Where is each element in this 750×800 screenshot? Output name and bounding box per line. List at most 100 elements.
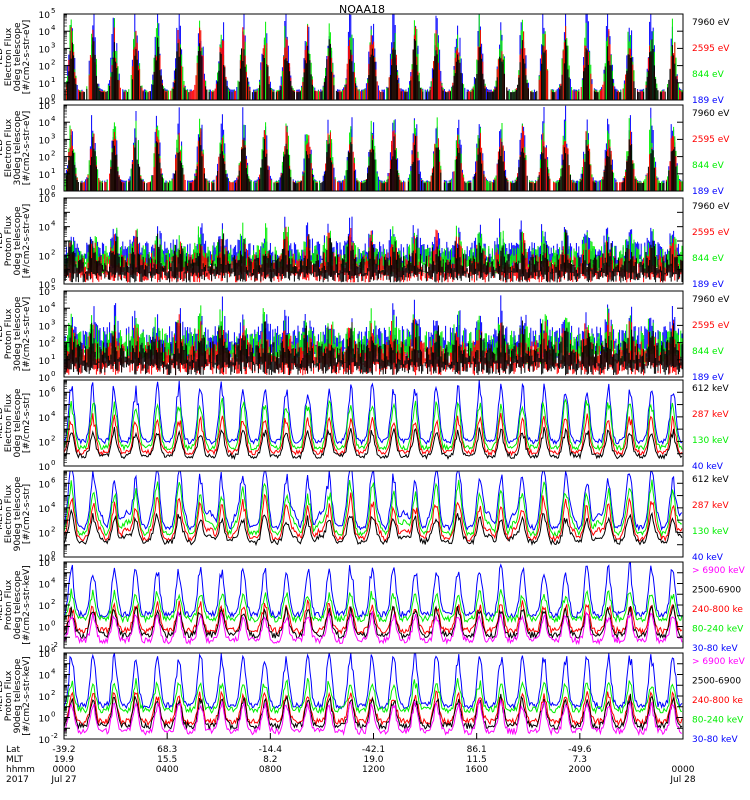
y-tick-exponent: -2: [51, 641, 58, 649]
y-tick-exponent: 2: [51, 598, 55, 606]
y-tick-exponent: 6: [51, 476, 56, 484]
y-tick-label: 10: [39, 505, 51, 515]
x-tick-label: -42.1: [362, 745, 385, 755]
y-tick-label: 10: [39, 559, 51, 569]
y-axis-label: MEPEDProton Flux90deg telescope[#/cm2-s-…: [0, 656, 32, 735]
x-tick-label: 0800: [259, 765, 282, 775]
y-tick-label: 10: [39, 154, 51, 164]
legend-entry: 2595 eV: [692, 44, 730, 54]
x-tick-label: 86.1: [467, 745, 487, 755]
x-tick-label: 15.5: [157, 755, 177, 765]
legend-entry: 844 eV: [692, 70, 725, 80]
y-tick-label: 10: [39, 414, 51, 424]
legend-entry: 189 eV: [692, 373, 725, 383]
y-tick-label: 10: [39, 463, 51, 473]
y-tick-exponent: 4: [51, 24, 56, 32]
y-tick-label: 10: [39, 119, 51, 129]
y-axis-label: TEDProton Flux0deg telescope[#/cm2-s-str…: [0, 204, 32, 279]
legend-entry: 80-240 keV: [692, 716, 744, 726]
x-tick-label: 11.5: [467, 755, 487, 765]
panel-8-data: [64, 653, 683, 737]
legend-entry: 2595 eV: [692, 135, 730, 145]
x-row-label: MLT: [6, 755, 24, 765]
x-tick-label: 0000: [53, 765, 76, 775]
y-tick-label: 10: [39, 28, 51, 38]
y-tick-exponent: 3: [51, 41, 55, 49]
y-tick-exponent: 6: [51, 191, 56, 199]
y-tick-label: 10: [39, 97, 51, 107]
legend-entry: 7960 eV: [692, 295, 730, 305]
legend-entry: 130 keV: [692, 527, 729, 537]
y-tick-label: 10: [39, 11, 51, 21]
y-axis-label: MEPEDElectron Flux90deg telescope[#/cm2-…: [0, 476, 32, 551]
legend-entry: > 6900 keV: [692, 657, 746, 667]
series-7960-ev: [64, 320, 683, 376]
legend-entry: 2595 eV: [692, 228, 730, 238]
legend-entry: 189 eV: [692, 96, 725, 106]
series-612-kev: [64, 426, 683, 461]
legend-entry: 844 eV: [692, 161, 725, 171]
panel-1-data: [64, 14, 683, 100]
legend-entry: 40 keV: [692, 553, 724, 563]
panel-2-data: [64, 105, 683, 191]
y-tick-exponent: 0: [51, 620, 55, 628]
y-tick-label: 10: [39, 438, 51, 448]
legend-entry: 130 keV: [692, 436, 729, 446]
y-tick-exponent: 6: [51, 555, 56, 563]
y-tick-exponent: 0: [51, 459, 55, 467]
y-tick-label: 10: [39, 80, 51, 90]
x-tick-label: Jul 28: [669, 775, 695, 785]
y-tick-exponent: 2: [51, 525, 55, 533]
y-tick-label: 10: [39, 45, 51, 55]
x-row-label: 2017: [6, 775, 29, 785]
y-tick-label: 10: [39, 602, 51, 612]
x-row-label: hhmm: [6, 765, 35, 775]
series-7960-ev: [64, 229, 683, 283]
legend-entry: 80-240 keV: [692, 625, 744, 635]
legend-entry: 612 keV: [692, 475, 729, 485]
x-tick-label: 8.2: [263, 755, 277, 765]
y-tick-label: 10: [39, 554, 51, 564]
x-tick-label: 0000: [672, 765, 695, 775]
legend-entry: 189 eV: [692, 280, 725, 290]
series-40-kev: [64, 380, 683, 446]
y-axis-label: TEDElectron Flux0deg telescope[#/cm2-s-s…: [0, 20, 32, 95]
legend-entry: 844 eV: [692, 254, 725, 264]
y-tick-exponent: 2: [51, 434, 55, 442]
y-tick-exponent: 0: [51, 370, 55, 378]
x-tick-label: 19.9: [54, 755, 74, 765]
y-tick-exponent: 4: [51, 410, 56, 418]
y-tick-exponent: 1: [51, 353, 55, 361]
series-287-kev: [64, 413, 683, 457]
y-tick-label: 10: [39, 650, 51, 660]
y-tick-exponent: 1: [51, 76, 55, 84]
y-tick-exponent: 1: [51, 167, 55, 175]
x-tick-label: -49.6: [568, 745, 592, 755]
y-tick-exponent: 2: [51, 150, 55, 158]
y-tick-label: 10: [39, 252, 51, 262]
panel-6-data: [64, 471, 683, 547]
series-80-240-kev: [64, 678, 683, 715]
y-axis-label: TEDProton Flux30deg telescope[#/cm2-s-st…: [0, 296, 32, 371]
y-tick-label: 10: [39, 224, 51, 234]
y-tick-label: 10: [39, 102, 51, 112]
y-tick-exponent: 0: [51, 93, 55, 101]
x-tick-label: 19.0: [363, 755, 383, 765]
series--6900-kev: [64, 610, 683, 646]
y-tick-exponent: 5: [51, 7, 55, 15]
legend-entry: 240-800 ke: [692, 605, 743, 615]
y-tick-label: 10: [39, 281, 51, 291]
y-tick-exponent: 4: [51, 220, 56, 228]
legend-entry: 612 keV: [692, 384, 729, 394]
y-tick-label: 10: [39, 480, 51, 490]
y-tick-label: 10: [39, 736, 51, 746]
y-tick-exponent: 0: [51, 184, 55, 192]
y-tick-exponent: 2: [51, 59, 55, 67]
series--6900-kev: [64, 698, 683, 737]
y-tick-exponent: 4: [51, 501, 56, 509]
